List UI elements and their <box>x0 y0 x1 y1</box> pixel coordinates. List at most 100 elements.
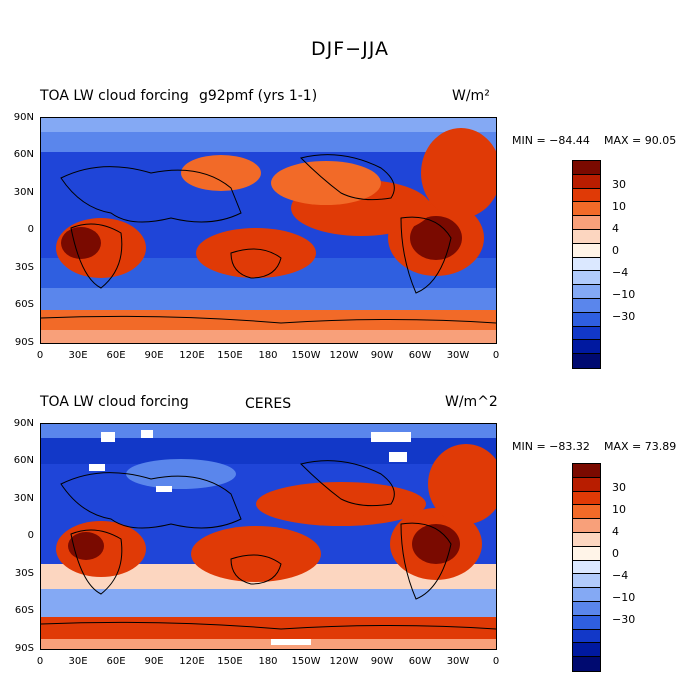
panel-title-left: TOA LW cloud forcing <box>40 88 189 104</box>
colorbar-swatch <box>573 519 600 533</box>
lat-label: 0 <box>27 530 34 541</box>
lon-label: 120W <box>329 350 359 361</box>
colorbar-label: −30 <box>612 310 636 323</box>
warm-north-pacific <box>256 482 426 526</box>
map-field <box>41 424 496 649</box>
colorbar-label: −4 <box>612 569 629 582</box>
lon-label: 180 <box>258 350 278 361</box>
lon-label: 30W <box>446 656 470 667</box>
lat-label: 90N <box>13 112 34 123</box>
colorbar-swatch <box>573 298 600 313</box>
colorbar-swatch <box>573 477 600 492</box>
lon-label: 30W <box>446 350 470 361</box>
colorbar-swatch <box>573 505 600 520</box>
panel-units: W/m² <box>452 88 490 104</box>
missing-data-patch <box>156 486 172 492</box>
colorbar-swatch <box>573 188 600 203</box>
colorbar-label: 0 <box>612 244 619 257</box>
colorbar-swatch <box>573 588 600 602</box>
colorbar-label: −10 <box>612 591 636 604</box>
lat-label: 30S <box>14 568 34 579</box>
stats-min: MIN = −84.44 <box>512 134 590 147</box>
coast-australia <box>230 554 282 585</box>
lon-label: 90E <box>144 350 164 361</box>
colorbar-swatch <box>573 271 600 286</box>
southern-ocean-band <box>41 589 496 617</box>
missing-data-patch <box>101 432 115 442</box>
colorbar-swatch <box>573 312 600 327</box>
colorbar-swatch <box>573 560 600 575</box>
asia-cool-region <box>126 459 236 489</box>
colorbar-label: 30 <box>612 481 626 494</box>
lon-label: 150W <box>291 350 321 361</box>
coast-north-america <box>300 154 395 201</box>
colorbar-label: −30 <box>612 613 636 626</box>
lon-label: 120W <box>329 656 359 667</box>
lon-label: 0 <box>492 350 500 361</box>
colorbar-swatch <box>573 574 600 589</box>
colorbar <box>572 160 601 369</box>
colorbar-swatch <box>573 629 600 644</box>
coast-north-america <box>300 460 395 507</box>
colorbar-swatch <box>573 643 600 658</box>
coast-africa <box>70 223 123 289</box>
coast-eurasia <box>60 472 242 529</box>
lat-label: 90N <box>13 418 34 429</box>
lon-label: 90E <box>144 656 164 667</box>
panel-observed: TOA LW cloud forcing CERES W/m^2 <box>0 390 700 700</box>
lon-label: 30E <box>68 656 88 667</box>
colorbar-swatch <box>573 229 600 244</box>
lon-label: 0 <box>36 656 44 667</box>
colorbar-swatch <box>573 532 600 547</box>
northern-band <box>41 132 496 152</box>
panel-title-center: g92pmf (yrs 1-1) <box>199 88 318 104</box>
lon-label: 150E <box>217 350 243 361</box>
lon-label: 60W <box>408 656 432 667</box>
lat-label: 60N <box>13 149 34 160</box>
warm-north-atlantic <box>421 128 496 218</box>
warm-asia <box>181 155 261 191</box>
colorbar-swatch <box>573 491 600 506</box>
lat-label: 60N <box>13 455 34 466</box>
panel-model: TOA LW cloud forcing g92pmf (yrs 1-1) W/… <box>0 84 700 394</box>
lon-label: 0 <box>36 350 44 361</box>
colorbar-label: 10 <box>612 200 626 213</box>
panel-title-left: TOA LW cloud forcing <box>40 394 189 410</box>
warm-africa-core <box>68 532 104 560</box>
map-plot <box>40 423 497 650</box>
missing-data-patch <box>371 432 411 442</box>
lat-label: 60S <box>14 299 34 310</box>
lon-label: 90W <box>370 350 394 361</box>
colorbar-swatch <box>573 243 600 258</box>
warm-amazon-core <box>410 216 462 260</box>
lon-label: 90W <box>370 656 394 667</box>
colorbar-swatch <box>573 546 600 561</box>
colorbar-label: 10 <box>612 503 626 516</box>
coast-south-america <box>400 522 452 600</box>
southern-ocean-band <box>41 288 496 310</box>
warm-north-pacific <box>271 161 381 205</box>
colorbar-swatch <box>573 216 600 230</box>
lat-label: 30S <box>14 262 34 273</box>
coast-eurasia <box>60 166 242 223</box>
lat-label: 60S <box>14 605 34 616</box>
lon-label: 60E <box>106 656 126 667</box>
warm-amazon-core <box>412 524 460 564</box>
lon-label: 60E <box>106 350 126 361</box>
colorbar-swatch <box>573 354 600 368</box>
lon-label: 120E <box>179 656 205 667</box>
colorbar-swatch <box>573 657 600 671</box>
coast-australia <box>230 248 282 279</box>
warm-north-atlantic <box>428 444 496 524</box>
stats-max: MAX = 90.05 <box>604 134 677 147</box>
stats-min: MIN = −83.32 <box>512 440 590 453</box>
lon-label: 60W <box>408 350 432 361</box>
lon-label: 30E <box>68 350 88 361</box>
colorbar-swatch <box>573 340 600 355</box>
arctic-band <box>41 118 496 132</box>
figure-title: DJF−JJA <box>311 38 389 60</box>
warm-maritime-continent <box>196 228 316 278</box>
colorbar-swatch <box>573 464 600 478</box>
colorbar-label: 30 <box>612 178 626 191</box>
map-field <box>41 118 496 343</box>
